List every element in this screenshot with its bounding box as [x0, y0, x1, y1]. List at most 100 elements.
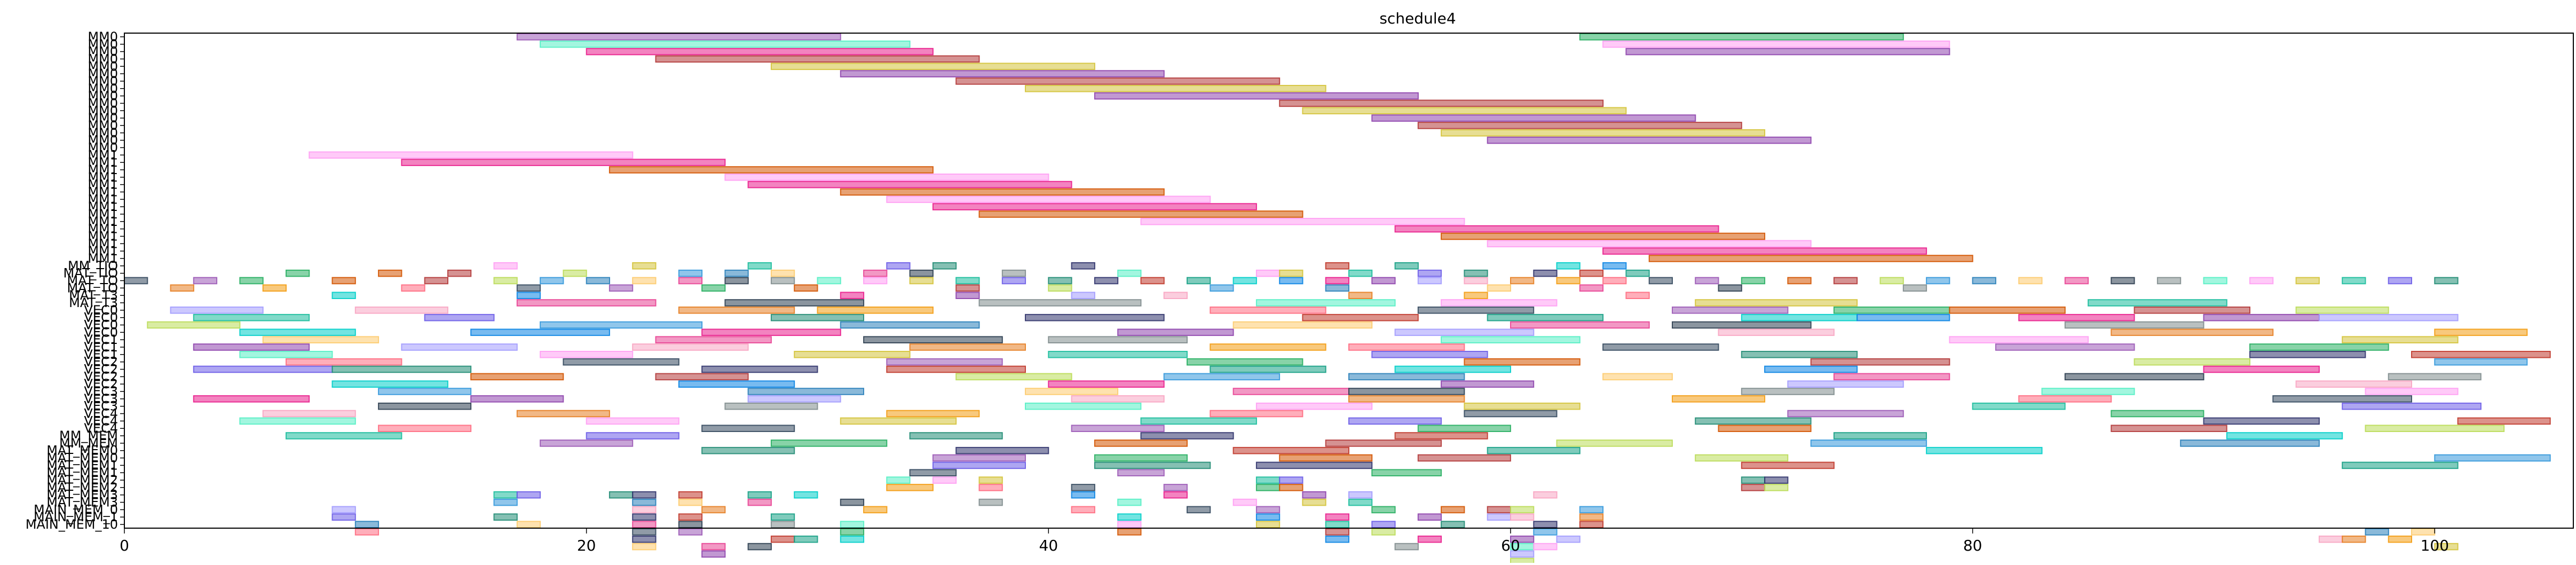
task-bar — [770, 62, 1095, 70]
task-bar — [1579, 284, 1604, 292]
task-bar — [1741, 461, 1835, 469]
task-bar — [840, 498, 865, 506]
task-bar — [2342, 277, 2366, 285]
y-tick-label: MAIN_MEM_1 — [34, 509, 118, 524]
task-bar — [2342, 461, 2459, 469]
task-bar — [1210, 365, 1326, 373]
task-bar — [1302, 313, 1419, 321]
task-bar — [747, 395, 841, 403]
y-tick-label: VEC0 — [84, 303, 118, 318]
task-bar — [632, 277, 657, 285]
task-bar — [1071, 425, 1165, 433]
task-bar — [747, 388, 864, 395]
task-bar — [1117, 269, 1142, 277]
task-bar — [1995, 343, 2135, 351]
x-tick-label: 20 — [577, 537, 596, 554]
task-bar — [2018, 395, 2112, 403]
y-tick-label: VEC4 — [84, 406, 118, 421]
task-bar — [470, 373, 564, 381]
task-bar — [2249, 277, 2274, 285]
task-bar — [678, 307, 795, 314]
task-bar — [1325, 521, 1349, 528]
y-tick-label: MM1 — [88, 222, 118, 237]
task-bar — [2295, 307, 2389, 314]
task-bar — [2318, 535, 2343, 543]
y-tick-label: MM_TIO — [68, 258, 118, 273]
y-tick-label: VEC2 — [84, 362, 118, 377]
task-bar — [331, 277, 356, 285]
task-bar — [747, 262, 772, 270]
task-bar — [1695, 277, 1719, 285]
task-bar — [863, 269, 888, 277]
task-bar — [1163, 491, 1188, 499]
task-bar — [932, 476, 957, 484]
task-bar — [1510, 277, 1535, 285]
task-bar — [1672, 321, 1812, 329]
task-bar — [1117, 469, 1165, 477]
task-bar — [632, 535, 657, 543]
task-bar — [1741, 313, 1858, 321]
task-bar — [1210, 343, 1326, 351]
task-bar — [1071, 506, 1095, 514]
task-bar — [1348, 269, 1373, 277]
bars-layer — [124, 33, 2551, 565]
task-bar — [1533, 528, 1558, 536]
task-bar — [840, 188, 1165, 196]
task-bar — [678, 498, 703, 506]
y-tick-label: VEC0 — [84, 310, 118, 325]
task-bar — [2041, 388, 2135, 395]
y-tick-label: MM1 — [88, 214, 118, 229]
task-bar — [817, 307, 934, 314]
task-bar — [794, 351, 911, 358]
task-bar — [1464, 410, 1558, 418]
task-bar — [1048, 336, 1188, 344]
task-bar — [2388, 535, 2413, 543]
task-bar — [1371, 506, 1396, 514]
task-bar — [124, 277, 148, 285]
task-bar — [1741, 277, 1766, 285]
task-bar — [1279, 99, 1604, 107]
task-bar — [770, 313, 865, 321]
task-bar — [1279, 476, 1303, 484]
task-bar — [632, 528, 657, 536]
task-bar — [1279, 484, 1303, 491]
task-bar — [2272, 395, 2412, 403]
y-tick-label: MAT_MEM3 — [46, 488, 118, 503]
task-bar — [701, 365, 818, 373]
task-bar — [586, 432, 679, 440]
task-bar — [378, 269, 402, 277]
task-bar — [540, 277, 564, 285]
task-bar — [493, 513, 518, 521]
task-bar — [493, 491, 518, 499]
y-tick-label: VEC4 — [84, 421, 118, 436]
task-bar — [1464, 402, 1581, 410]
task-bar — [1187, 358, 1303, 366]
y-tick-label: MM0 — [88, 74, 118, 89]
task-bar — [1602, 262, 1627, 270]
task-bar — [516, 33, 841, 41]
x-tick-label: 40 — [1039, 537, 1058, 554]
task-bar — [378, 402, 472, 410]
y-tick-label: MM0 — [88, 81, 118, 96]
task-bar — [1279, 269, 1303, 277]
task-bar — [193, 365, 333, 373]
task-bar — [1464, 269, 1488, 277]
task-bar — [354, 528, 380, 536]
task-bar — [1255, 269, 1281, 277]
y-tick-label: VEC3 — [84, 384, 118, 399]
task-bar — [1487, 506, 1511, 514]
task-bar — [1117, 328, 1234, 336]
x-tick-label: 80 — [1963, 537, 1982, 554]
task-bar — [1764, 476, 1789, 484]
y-tick-label: MAT_MEM3 — [46, 495, 118, 510]
task-bar — [193, 343, 310, 351]
task-bar — [1741, 351, 1858, 358]
task-bar — [286, 432, 402, 440]
task-bar — [1787, 277, 1812, 285]
task-bar — [747, 498, 772, 506]
task-bar — [632, 521, 657, 528]
task-bar — [563, 269, 587, 277]
task-bar — [2064, 321, 2204, 329]
task-bar — [239, 351, 333, 358]
task-bar — [1648, 277, 1673, 285]
